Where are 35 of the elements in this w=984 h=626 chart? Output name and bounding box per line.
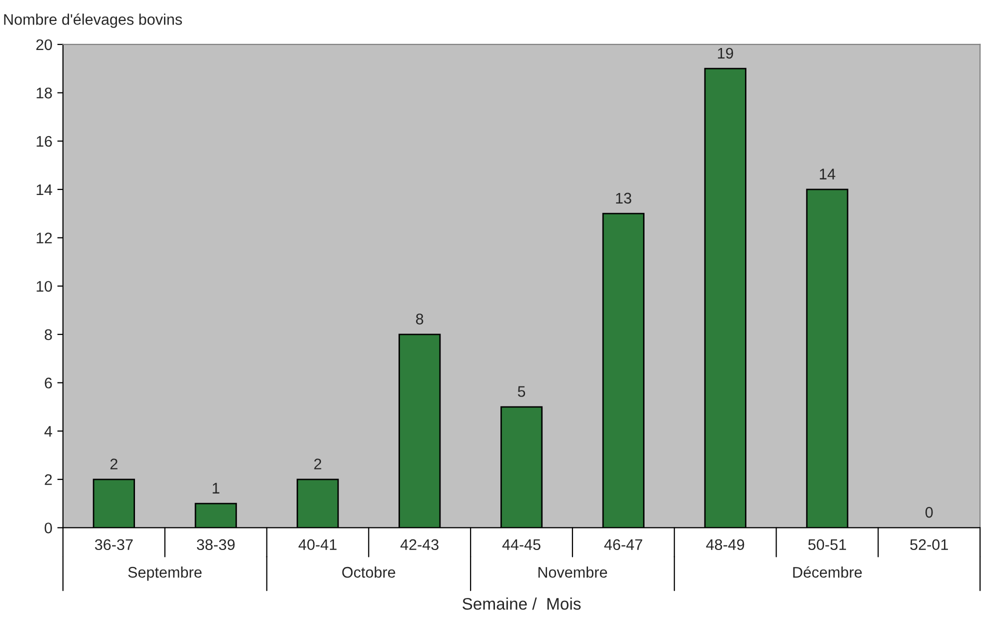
data-label: 2	[314, 458, 322, 470]
x-tick-label: 36-37	[94, 539, 133, 550]
y-tick-label: 18	[36, 88, 52, 98]
x-tick-label: 44-45	[502, 539, 540, 550]
x-tick-label: 48-49	[706, 539, 744, 550]
data-label: 2	[110, 458, 118, 470]
data-label: 8	[416, 314, 424, 324]
data-label: 5	[518, 386, 526, 397]
data-label: 1	[212, 482, 220, 494]
y-tick-label: 20	[36, 39, 52, 50]
y-tick-label: 2	[44, 474, 52, 485]
x-tick-label: 50-51	[808, 539, 846, 550]
y-tick-label: 10	[36, 280, 52, 292]
y-tick-label: 0	[44, 522, 52, 534]
y-tick-label: 14	[36, 184, 52, 195]
text: Novembre	[538, 566, 608, 578]
x-tick-label: 42-43	[400, 539, 438, 550]
x-tick-label: 38-39	[196, 539, 235, 550]
y-tick-label: 16	[36, 136, 52, 147]
text: Décembre	[793, 566, 862, 578]
x-axis-title: Semaine / Mois	[462, 598, 581, 610]
y-tick-label: 6	[44, 378, 52, 388]
text: Septembre	[128, 566, 202, 581]
data-label: 0	[925, 506, 933, 518]
data-label: 13	[616, 192, 632, 204]
text: Octobre	[342, 566, 396, 578]
data-label: 14	[820, 168, 836, 180]
x-tick-label: 52-01	[910, 539, 948, 550]
x-tick-label: 40-41	[298, 539, 337, 550]
y-axis-title: Nombre d'élevages bovins	[4, 13, 182, 28]
data-label: 19	[718, 48, 734, 59]
y-tick-label: 4	[44, 426, 52, 437]
y-tick-label: 8	[44, 329, 52, 340]
y-tick-label: 12	[36, 232, 52, 244]
x-tick-label: 46-47	[604, 539, 642, 550]
